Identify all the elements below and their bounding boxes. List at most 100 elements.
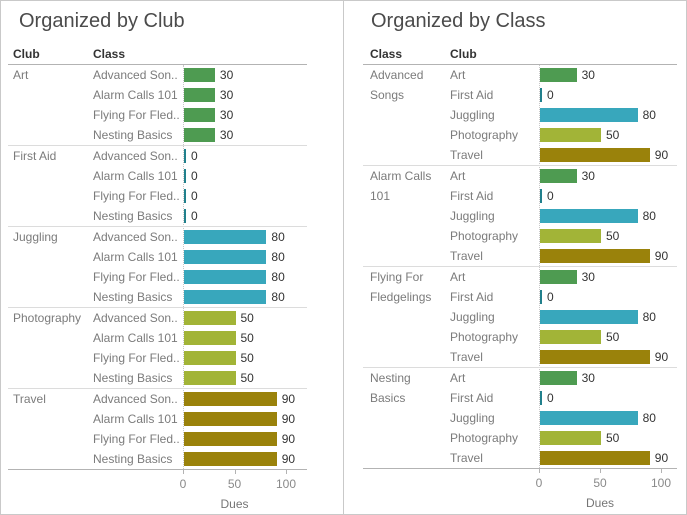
row-label-advanced-son[interactable]: Advanced Son.. (93, 230, 178, 244)
bar-art-nesting-basics[interactable] (540, 371, 577, 385)
bar-row: First Aid 0 (450, 85, 677, 105)
bar-alarm-calls-101-travel[interactable] (184, 412, 277, 426)
group-label-first-aid[interactable]: First Aid (13, 149, 57, 163)
bar-travel-flying-for-fledgelings[interactable] (540, 350, 650, 364)
group-label-juggling[interactable]: Juggling (13, 230, 58, 244)
row-label-advanced-son[interactable]: Advanced Son.. (93, 149, 178, 163)
row-label-photography[interactable]: Photography (450, 431, 519, 445)
bar-photography-advanced-songs[interactable] (540, 128, 601, 142)
row-label-photography[interactable]: Photography (450, 330, 519, 344)
row-label-flying-for-fled[interactable]: Flying For Fled.. (93, 432, 180, 446)
column-header-club[interactable]: Club (13, 47, 40, 61)
row-label-first-aid[interactable]: First Aid (450, 88, 494, 102)
row-label-first-aid[interactable]: First Aid (450, 189, 494, 203)
bar-first-aid-flying-for-fledgelings[interactable] (540, 290, 542, 304)
row-label-art[interactable]: Art (450, 169, 466, 183)
row-label-nesting-basics[interactable]: Nesting Basics (93, 209, 173, 223)
row-label-nesting-basics[interactable]: Nesting Basics (93, 452, 173, 466)
row-label-advanced-son[interactable]: Advanced Son.. (93, 68, 178, 82)
bar-nesting-basics-art[interactable] (184, 128, 215, 142)
axis-tick (286, 470, 287, 474)
bar-alarm-calls-101-juggling[interactable] (184, 250, 267, 264)
group-label-advanced-songs[interactable]: Advanced Songs (370, 68, 424, 102)
bar-nesting-basics-first-aid[interactable] (184, 209, 186, 223)
bar-juggling-alarm-calls-101[interactable] (540, 209, 638, 223)
bar-juggling-nesting-basics[interactable] (540, 411, 638, 425)
row-label-nesting-basics[interactable]: Nesting Basics (93, 290, 173, 304)
bar-row: Juggling 80 (450, 105, 677, 125)
group-label-art[interactable]: Art (13, 68, 29, 82)
bar-art-alarm-calls-101[interactable] (540, 169, 577, 183)
row-label-juggling[interactable]: Juggling (450, 209, 495, 223)
bar-cell: 30 (539, 65, 677, 85)
bar-photography-flying-for-fledgelings[interactable] (540, 330, 601, 344)
bar-alarm-calls-101-art[interactable] (184, 88, 215, 102)
row-label-alarm-calls-101[interactable]: Alarm Calls 101 (93, 88, 178, 102)
column-header-class[interactable]: Class (93, 47, 126, 61)
row-label-alarm-calls-101[interactable]: Alarm Calls 101 (93, 250, 178, 264)
row-label-alarm-calls-101[interactable]: Alarm Calls 101 (93, 169, 178, 183)
row-label-juggling[interactable]: Juggling (450, 310, 495, 324)
row-label-art[interactable]: Art (450, 371, 466, 385)
row-label-alarm-calls-101[interactable]: Alarm Calls 101 (93, 331, 178, 345)
row-label-juggling[interactable]: Juggling (450, 411, 495, 425)
row-label-travel[interactable]: Travel (450, 148, 483, 162)
row-label-flying-for-fled[interactable]: Flying For Fled.. (93, 351, 180, 365)
bar-advanced-son-first-aid[interactable] (184, 149, 186, 163)
bar-photography-alarm-calls-101[interactable] (540, 229, 601, 243)
bar-alarm-calls-101-photography[interactable] (184, 331, 236, 345)
bar-first-aid-nesting-basics[interactable] (540, 391, 542, 405)
bar-travel-nesting-basics[interactable] (540, 451, 650, 465)
bar-juggling-advanced-songs[interactable] (540, 108, 638, 122)
column-header-club[interactable]: Club (450, 47, 477, 61)
bar-alarm-calls-101-first-aid[interactable] (184, 169, 186, 183)
row-label-first-aid[interactable]: First Aid (450, 391, 494, 405)
group-label-travel[interactable]: Travel (13, 392, 46, 406)
bar-advanced-son-juggling[interactable] (184, 230, 267, 244)
bar-flying-for-fled-art[interactable] (184, 108, 215, 122)
row-label-photography[interactable]: Photography (450, 229, 519, 243)
group-label-alarm-calls-101[interactable]: Alarm Calls 101 (370, 169, 432, 203)
bar-first-aid-alarm-calls-101[interactable] (540, 189, 542, 203)
bar-nesting-basics-juggling[interactable] (184, 290, 267, 304)
row-label-art[interactable]: Art (450, 270, 466, 284)
bar-art-flying-for-fledgelings[interactable] (540, 270, 577, 284)
row-label-alarm-calls-101[interactable]: Alarm Calls 101 (93, 412, 178, 426)
bar-nesting-basics-travel[interactable] (184, 452, 277, 466)
row-label-advanced-son[interactable]: Advanced Son.. (93, 311, 178, 325)
row-label-travel[interactable]: Travel (450, 249, 483, 263)
axis-tick (539, 469, 540, 473)
group-label-flying-for-fledgelings[interactable]: Flying For Fledgelings (370, 270, 432, 304)
bar-advanced-son-photography[interactable] (184, 311, 236, 325)
group-label-nesting-basics[interactable]: Nesting Basics (370, 371, 411, 405)
bar-row: Advanced Son.. 90 (93, 389, 307, 409)
column-header-class[interactable]: Class (370, 47, 403, 61)
bar-art-advanced-songs[interactable] (540, 68, 577, 82)
bar-photography-nesting-basics[interactable] (540, 431, 601, 445)
bar-flying-for-fled-juggling[interactable] (184, 270, 267, 284)
row-label-travel[interactable]: Travel (450, 350, 483, 364)
row-label-art[interactable]: Art (450, 68, 466, 82)
value-label: 50 (606, 229, 620, 243)
row-label-travel[interactable]: Travel (450, 451, 483, 465)
row-label-flying-for-fled[interactable]: Flying For Fled.. (93, 108, 180, 122)
group-label-photography[interactable]: Photography (13, 311, 82, 325)
row-label-photography[interactable]: Photography (450, 128, 519, 142)
row-label-first-aid[interactable]: First Aid (450, 290, 494, 304)
row-label-juggling[interactable]: Juggling (450, 108, 495, 122)
row-label-flying-for-fled[interactable]: Flying For Fled.. (93, 270, 180, 284)
bar-first-aid-advanced-songs[interactable] (540, 88, 542, 102)
bar-travel-advanced-songs[interactable] (540, 148, 650, 162)
bar-advanced-son-art[interactable] (184, 68, 215, 82)
bar-juggling-flying-for-fledgelings[interactable] (540, 310, 638, 324)
bar-flying-for-fled-first-aid[interactable] (184, 189, 186, 203)
row-label-flying-for-fled[interactable]: Flying For Fled.. (93, 189, 180, 203)
bar-flying-for-fled-photography[interactable] (184, 351, 236, 365)
bar-advanced-son-travel[interactable] (184, 392, 277, 406)
row-label-nesting-basics[interactable]: Nesting Basics (93, 128, 173, 142)
bar-nesting-basics-photography[interactable] (184, 371, 236, 385)
row-label-nesting-basics[interactable]: Nesting Basics (93, 371, 173, 385)
row-label-advanced-son[interactable]: Advanced Son.. (93, 392, 178, 406)
bar-travel-alarm-calls-101[interactable] (540, 249, 650, 263)
bar-flying-for-fled-travel[interactable] (184, 432, 277, 446)
